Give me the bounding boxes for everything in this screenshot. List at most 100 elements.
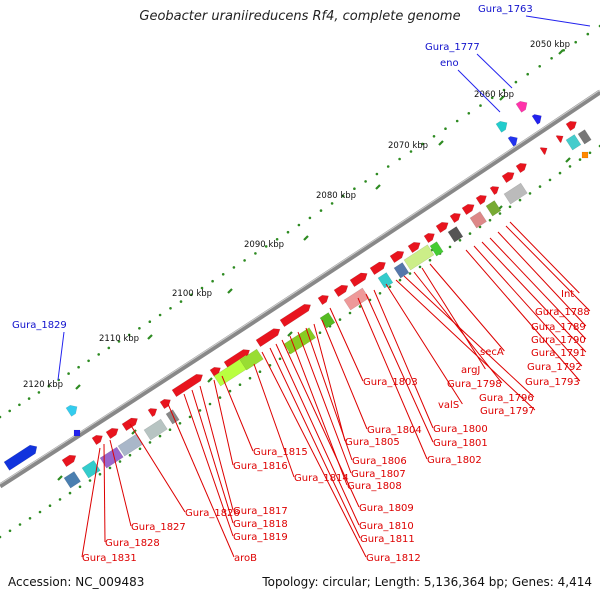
inner-tick-dot xyxy=(118,460,122,463)
reverse-gene-label: Gura_1788 xyxy=(535,307,590,318)
reverse-leader-line xyxy=(509,221,580,294)
reverse-gene-label: secA xyxy=(480,347,504,358)
outer-tick-dot xyxy=(364,180,367,183)
reverse-gene-arrow xyxy=(449,213,461,224)
reverse-gene-arrow-shape xyxy=(147,408,158,418)
major-tick xyxy=(438,140,444,146)
outer-tick-dot xyxy=(353,187,356,190)
reverse-leader-line xyxy=(489,237,587,340)
reverse-gene-arrow-shape xyxy=(555,135,564,144)
outer-tick-dot xyxy=(117,340,121,343)
inner-tick-dot xyxy=(498,212,502,215)
reverse-leader-line xyxy=(281,339,360,508)
reverse-gene-block xyxy=(485,200,502,217)
reverse-gene-label: Gura_1790 xyxy=(531,335,586,346)
reverse-leader-line xyxy=(269,347,361,539)
backbone-line xyxy=(0,89,600,489)
reverse-gene-label: Gura_1804 xyxy=(367,425,422,436)
forward-gene-block-shape xyxy=(3,444,38,471)
reverse-gene-block xyxy=(165,409,180,425)
reverse-gene-arrow xyxy=(565,121,577,132)
reverse-leader-line xyxy=(365,293,434,443)
reverse-gene-label: Gura_1811 xyxy=(360,534,415,545)
reverse-gene-label: Gura_1826 xyxy=(185,508,240,519)
reverse-gene-arrow xyxy=(121,417,138,432)
outer-tick-dot xyxy=(479,104,482,107)
reverse-leader-line xyxy=(81,447,101,558)
outer-tick-dot xyxy=(490,96,494,100)
outer-tick-dot xyxy=(8,409,11,413)
reverse-gene-arrow-shape xyxy=(121,417,138,432)
inner-tick-dot xyxy=(508,205,512,209)
outer-tick-dot xyxy=(211,279,214,283)
forward-gene-block xyxy=(507,136,518,147)
outer-tick-dot xyxy=(375,172,379,176)
reverse-gene-arrow-shape xyxy=(349,272,368,288)
outer-tick-dot xyxy=(550,57,553,60)
inner-tick-dot xyxy=(228,389,232,393)
inner-tick-dot xyxy=(58,498,62,501)
reverse-gene-arrow-shape xyxy=(61,454,77,468)
inner-tick-dot xyxy=(238,383,242,387)
reverse-gene-label: Int xyxy=(561,289,574,300)
outer-tick-dot xyxy=(179,300,183,303)
inner-tick-dot xyxy=(418,265,422,269)
reverse-leader-line xyxy=(421,267,486,370)
reverse-gene-arrow-shape xyxy=(501,171,515,184)
reverse-gene-block-shape xyxy=(447,226,464,243)
forward-leader-line xyxy=(457,69,501,113)
outer-tick-dot xyxy=(200,286,204,290)
outer-tick-dot xyxy=(421,142,424,146)
outer-tick-dot xyxy=(308,216,312,220)
tick-label: 2050 kbp xyxy=(530,40,570,50)
reverse-gene-block-shape xyxy=(239,348,264,371)
reverse-leader-line xyxy=(221,375,254,452)
outer-tick-dot xyxy=(398,157,401,161)
reverse-gene-arrow-shape xyxy=(515,163,527,174)
reverse-gene-block xyxy=(469,211,487,229)
reverse-leader-line xyxy=(329,307,364,382)
reverse-leader-line xyxy=(429,263,505,352)
forward-gene-block xyxy=(515,101,528,113)
inner-tick-dot xyxy=(468,232,472,235)
reverse-gene-arrow xyxy=(475,195,487,206)
reverse-gene-arrow xyxy=(515,163,527,174)
inner-tick-dot xyxy=(348,311,352,315)
reverse-leader-line xyxy=(253,363,295,478)
tick-label: 2110 kbp xyxy=(99,334,139,344)
reverse-leader-line xyxy=(129,423,186,513)
major-tick xyxy=(499,95,505,101)
reverse-gene-arrow-shape xyxy=(475,195,487,206)
reverse-leader-line xyxy=(505,225,591,312)
reverse-gene-arrow xyxy=(61,454,77,468)
inner-tick-dot xyxy=(248,376,252,380)
major-tick xyxy=(207,377,213,383)
tick-label: 2120 kbp xyxy=(23,380,63,390)
inner-tick-dot xyxy=(148,441,152,444)
inner-tick-dot xyxy=(208,402,212,406)
reverse-gene-arrow-shape xyxy=(279,303,312,328)
reverse-gene-block xyxy=(403,244,435,271)
forward-gene-label: Gura_1829 xyxy=(12,320,67,331)
forward-gene-block-shape xyxy=(531,114,542,125)
forward-leader-line xyxy=(57,331,65,381)
reverse-gene-block-shape xyxy=(503,182,528,205)
inner-tick-dot xyxy=(488,218,492,222)
reverse-gene-label: Gura_1831 xyxy=(82,553,137,564)
inner-tick-dot xyxy=(18,523,22,526)
reverse-gene-block-shape xyxy=(393,262,410,279)
outer-tick-dot xyxy=(502,88,506,92)
inner-tick-dot xyxy=(448,245,452,249)
reverse-gene-arrow xyxy=(539,147,548,156)
inner-tick-dot xyxy=(0,535,2,539)
reverse-gene-label: aroB xyxy=(234,553,257,564)
reverse-gene-label: Gura_1789 xyxy=(531,322,586,333)
reverse-gene-arrow-shape xyxy=(171,373,204,398)
outer-tick-dot xyxy=(341,194,345,198)
reverse-gene-label: Gura_1809 xyxy=(359,503,414,514)
outer-tick-dot xyxy=(538,65,541,68)
reverse-leader-line xyxy=(403,275,535,398)
outer-tick-dot xyxy=(27,397,31,400)
reverse-gene-label: Gura_1791 xyxy=(531,348,586,359)
reverse-gene-arrow xyxy=(317,295,329,306)
